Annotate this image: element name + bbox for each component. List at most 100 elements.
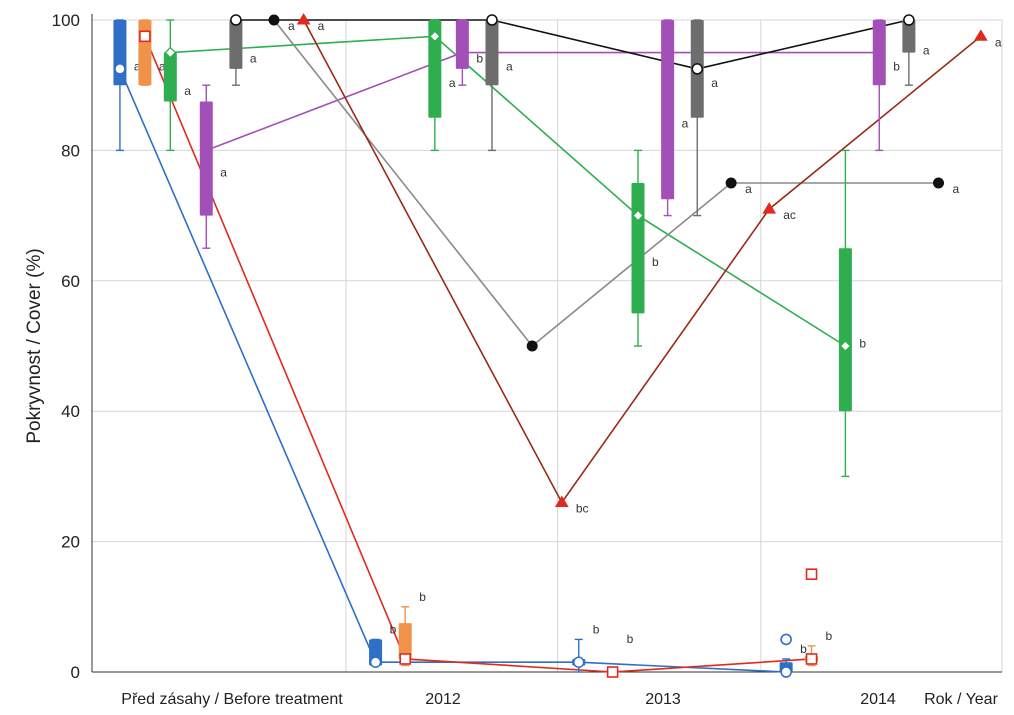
marker-green-3 (839, 340, 852, 352)
box-rect-green-2 (631, 183, 645, 314)
y-tick-label-0: 0 (71, 663, 80, 682)
box-letter-blue-3: b (800, 642, 807, 656)
box-rect-gray-0 (229, 20, 243, 69)
marker-silver-2 (725, 177, 737, 189)
marker-blue-3 (780, 666, 792, 678)
boxes: a a a a a b b a b a b b a a b b b b a (113, 19, 930, 673)
box-letter-orange-0: a (159, 60, 166, 74)
box-letter-blue-1: b (390, 622, 397, 636)
marker-darkred-3 (973, 29, 988, 41)
marker-darkred-1 (554, 495, 569, 507)
series-line-darkred (302, 19, 982, 504)
box-letter-purple-2: a (682, 117, 689, 131)
point-letter-5: ac (783, 208, 796, 222)
point-letter-4: bc (576, 501, 589, 515)
y-tick-label-80: 80 (61, 141, 80, 160)
box-green-3 (838, 149, 852, 478)
box-rect-orange-1 (398, 623, 412, 659)
box-letter-blue-2: b (593, 622, 600, 636)
box-rect-gray-3 (902, 20, 916, 53)
x-axis-title: Rok / Year (924, 691, 999, 708)
marker-blue-0 (114, 63, 126, 75)
marker-darkred-0 (296, 13, 311, 25)
y-tick-label-40: 40 (61, 402, 80, 421)
point-letter-2: a (745, 182, 752, 196)
box-purple-3 (872, 19, 886, 152)
box-rect-orange-0 (138, 20, 152, 86)
marker-black-0 (230, 14, 242, 26)
marker-silver-0 (268, 14, 280, 26)
x-category-labels: Před zásahy / Before treatment 2012 2013 20… (121, 691, 896, 708)
point-letter-7: b (627, 632, 634, 646)
box-green-2 (631, 149, 645, 347)
box-letter-gray-1: a (506, 60, 513, 74)
marker-green-2 (632, 209, 644, 222)
box-letter-orange-1: b (419, 590, 426, 604)
marker-blue-2 (572, 656, 585, 668)
box-letter-green-1: a (449, 76, 456, 90)
box-letter-green-3: b (859, 337, 866, 351)
series-line-silver (273, 19, 939, 348)
box-letter-purple-0: a (220, 166, 227, 180)
marker-silver-3 (933, 177, 945, 189)
outlier-0 (780, 633, 792, 646)
box-letter-gray-2: a (711, 76, 718, 90)
marker-red-0 (139, 30, 151, 43)
box-rect-purple-2 (661, 20, 675, 200)
outlier-1 (805, 568, 818, 581)
marker-red-2 (606, 666, 619, 678)
series-markers (114, 13, 988, 678)
box-letter-purple-3: b (893, 60, 900, 74)
box-letter-orange-3: b (826, 629, 833, 643)
marker-green-0 (164, 46, 177, 59)
axes (91, 14, 1002, 673)
box-rect-purple-1 (455, 20, 469, 69)
significance-letters: a a a a bc ac a b (288, 19, 1002, 646)
box-gray-3 (902, 19, 916, 86)
box-gray-2 (690, 19, 704, 217)
box-letter-gray-0: a (250, 51, 257, 65)
marker-black-3 (903, 14, 915, 26)
marker-blue-1 (369, 656, 382, 668)
box-gray-1 (485, 19, 499, 152)
box-purple-2 (661, 19, 675, 217)
box-rect-purple-0 (199, 101, 213, 216)
box-rect-gray-1 (485, 20, 499, 86)
marker-darkred-2 (762, 202, 777, 214)
series-line-blue (119, 68, 787, 673)
marker-black-2 (691, 63, 704, 75)
box-purple-0 (199, 84, 213, 249)
box-gray-0 (229, 19, 243, 86)
y-tick-labels: 0 20 40 60 80 100 (52, 11, 80, 682)
box-orange-0 (138, 19, 152, 86)
y-tick-label-20: 20 (61, 533, 80, 552)
box-letter-purple-1: b (476, 51, 483, 65)
y-axis-title: Pokryvnost / Cover (%) (24, 248, 45, 443)
box-rect-green-3 (838, 248, 852, 412)
y-tick-label-100: 100 (52, 11, 80, 30)
box-rect-blue-0 (113, 20, 127, 86)
series-line-red (144, 35, 812, 673)
box-letter-green-2: b (652, 255, 659, 269)
box-rect-green-0 (163, 52, 177, 102)
point-letter-0: a (288, 19, 295, 33)
point-letter-3: a (953, 182, 960, 196)
point-letter-1: a (318, 19, 325, 33)
marker-green-1 (428, 30, 441, 43)
box-letter-blue-0: a (134, 60, 141, 74)
box-green-0 (163, 19, 177, 152)
box-rect-purple-3 (872, 20, 886, 86)
series-line-black (235, 19, 910, 70)
series-line-green (170, 35, 846, 347)
y-tick-label-60: 60 (61, 272, 80, 291)
box-letter-gray-3: a (923, 43, 930, 57)
box-letter-green-0: a (184, 84, 191, 98)
box-blue-0 (113, 19, 127, 152)
x-category-label-2: 2013 (645, 691, 681, 708)
marker-black-1 (486, 14, 498, 26)
marker-red-3 (805, 653, 818, 665)
box-purple-1 (455, 19, 469, 86)
marker-red-1 (399, 653, 412, 665)
series-line-purple (205, 51, 880, 152)
